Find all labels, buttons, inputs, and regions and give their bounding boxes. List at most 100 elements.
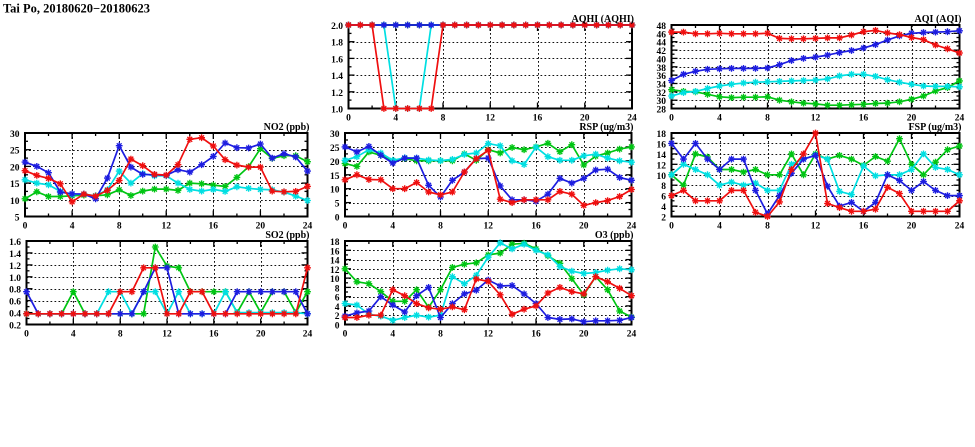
svg-text:6: 6 — [661, 193, 666, 203]
svg-text:1.2: 1.2 — [9, 262, 21, 272]
svg-text:36: 36 — [657, 72, 667, 82]
svg-text:0.8: 0.8 — [9, 286, 21, 296]
svg-text:O3 (ppb): O3 (ppb) — [595, 230, 634, 241]
svg-text:42: 42 — [657, 47, 667, 57]
svg-text:0: 0 — [23, 222, 28, 232]
svg-text:48: 48 — [657, 22, 667, 32]
svg-text:0.6: 0.6 — [9, 298, 21, 308]
svg-text:Tai Po, 20180620−20180623: Tai Po, 20180620−20180623 — [3, 1, 150, 15]
svg-text:24: 24 — [955, 222, 965, 232]
svg-text:16: 16 — [657, 140, 667, 150]
svg-text:8: 8 — [765, 222, 770, 232]
svg-text:24: 24 — [627, 330, 637, 340]
svg-text:4: 4 — [71, 330, 76, 340]
svg-text:SO2 (ppb): SO2 (ppb) — [265, 230, 309, 241]
svg-text:4: 4 — [335, 303, 340, 313]
svg-text:12: 12 — [483, 330, 493, 340]
svg-text:16: 16 — [531, 222, 541, 232]
svg-text:15: 15 — [330, 172, 340, 182]
svg-text:18: 18 — [657, 130, 667, 140]
svg-text:30: 30 — [657, 97, 667, 107]
svg-text:12: 12 — [485, 114, 495, 124]
svg-text:10: 10 — [657, 172, 667, 182]
svg-text:1.8: 1.8 — [331, 39, 343, 49]
svg-text:16: 16 — [531, 330, 541, 340]
svg-text:8: 8 — [335, 284, 340, 294]
svg-text:8: 8 — [765, 114, 770, 124]
svg-text:28: 28 — [657, 106, 667, 116]
svg-text:15: 15 — [10, 180, 20, 190]
svg-text:20: 20 — [330, 158, 340, 168]
svg-text:16: 16 — [859, 114, 869, 124]
svg-text:46: 46 — [657, 30, 667, 40]
svg-text:20: 20 — [256, 330, 266, 340]
svg-text:RSP (ug/m3): RSP (ug/m3) — [579, 122, 633, 133]
svg-text:0: 0 — [335, 322, 340, 332]
svg-text:16: 16 — [330, 247, 340, 257]
svg-text:0: 0 — [335, 214, 340, 224]
svg-text:1.4: 1.4 — [331, 72, 343, 82]
svg-text:16: 16 — [859, 222, 869, 232]
svg-text:32: 32 — [657, 89, 667, 99]
svg-text:4: 4 — [661, 203, 666, 213]
svg-text:4: 4 — [390, 330, 395, 340]
svg-text:44: 44 — [657, 39, 667, 49]
svg-text:4: 4 — [717, 114, 722, 124]
svg-text:4: 4 — [70, 222, 75, 232]
svg-text:20: 20 — [579, 330, 589, 340]
svg-text:20: 20 — [10, 163, 20, 173]
svg-text:12: 12 — [811, 222, 821, 232]
svg-text:38: 38 — [657, 64, 667, 74]
svg-text:8: 8 — [438, 222, 443, 232]
svg-text:18: 18 — [330, 238, 340, 248]
svg-text:25: 25 — [330, 144, 340, 154]
svg-text:20: 20 — [256, 222, 266, 232]
svg-text:20: 20 — [580, 114, 590, 124]
svg-text:0: 0 — [343, 222, 348, 232]
svg-text:20: 20 — [907, 222, 917, 232]
svg-text:24: 24 — [955, 114, 965, 124]
svg-text:0: 0 — [346, 114, 351, 124]
svg-text:8: 8 — [118, 330, 123, 340]
svg-text:1.6: 1.6 — [331, 55, 343, 65]
svg-text:8: 8 — [661, 182, 666, 192]
svg-text:20: 20 — [579, 222, 589, 232]
svg-text:0: 0 — [343, 330, 348, 340]
svg-text:16: 16 — [209, 222, 219, 232]
svg-text:0.2: 0.2 — [9, 322, 21, 332]
svg-text:1.0: 1.0 — [331, 106, 343, 116]
svg-text:12: 12 — [161, 222, 171, 232]
svg-text:12: 12 — [162, 330, 172, 340]
svg-text:4: 4 — [393, 114, 398, 124]
svg-text:0.4: 0.4 — [9, 310, 21, 320]
svg-text:10: 10 — [330, 275, 340, 285]
svg-text:16: 16 — [533, 114, 543, 124]
svg-text:12: 12 — [483, 222, 493, 232]
svg-text:34: 34 — [657, 81, 667, 91]
svg-text:30: 30 — [10, 130, 20, 140]
svg-text:14: 14 — [657, 151, 667, 161]
svg-text:5: 5 — [335, 200, 340, 210]
svg-text:24: 24 — [627, 114, 637, 124]
svg-text:24: 24 — [303, 222, 313, 232]
svg-text:30: 30 — [330, 130, 340, 140]
svg-text:12: 12 — [811, 114, 821, 124]
svg-text:0: 0 — [24, 330, 29, 340]
svg-text:4: 4 — [390, 222, 395, 232]
svg-text:24: 24 — [303, 330, 313, 340]
svg-text:24: 24 — [627, 222, 637, 232]
svg-text:1.0: 1.0 — [9, 274, 21, 284]
svg-text:2: 2 — [661, 214, 666, 224]
svg-text:40: 40 — [657, 55, 667, 65]
svg-text:1.6: 1.6 — [9, 238, 21, 248]
svg-text:8: 8 — [117, 222, 122, 232]
svg-text:2: 2 — [335, 312, 340, 322]
svg-text:NO2 (ppb): NO2 (ppb) — [264, 122, 310, 133]
svg-text:AQHI (AQHI): AQHI (AQHI) — [572, 14, 635, 25]
svg-text:5: 5 — [15, 214, 20, 224]
svg-text:16: 16 — [209, 330, 219, 340]
svg-text:AQI (AQI): AQI (AQI) — [915, 14, 962, 25]
svg-text:12: 12 — [657, 161, 667, 171]
svg-text:10: 10 — [330, 186, 340, 196]
svg-text:25: 25 — [10, 147, 20, 157]
